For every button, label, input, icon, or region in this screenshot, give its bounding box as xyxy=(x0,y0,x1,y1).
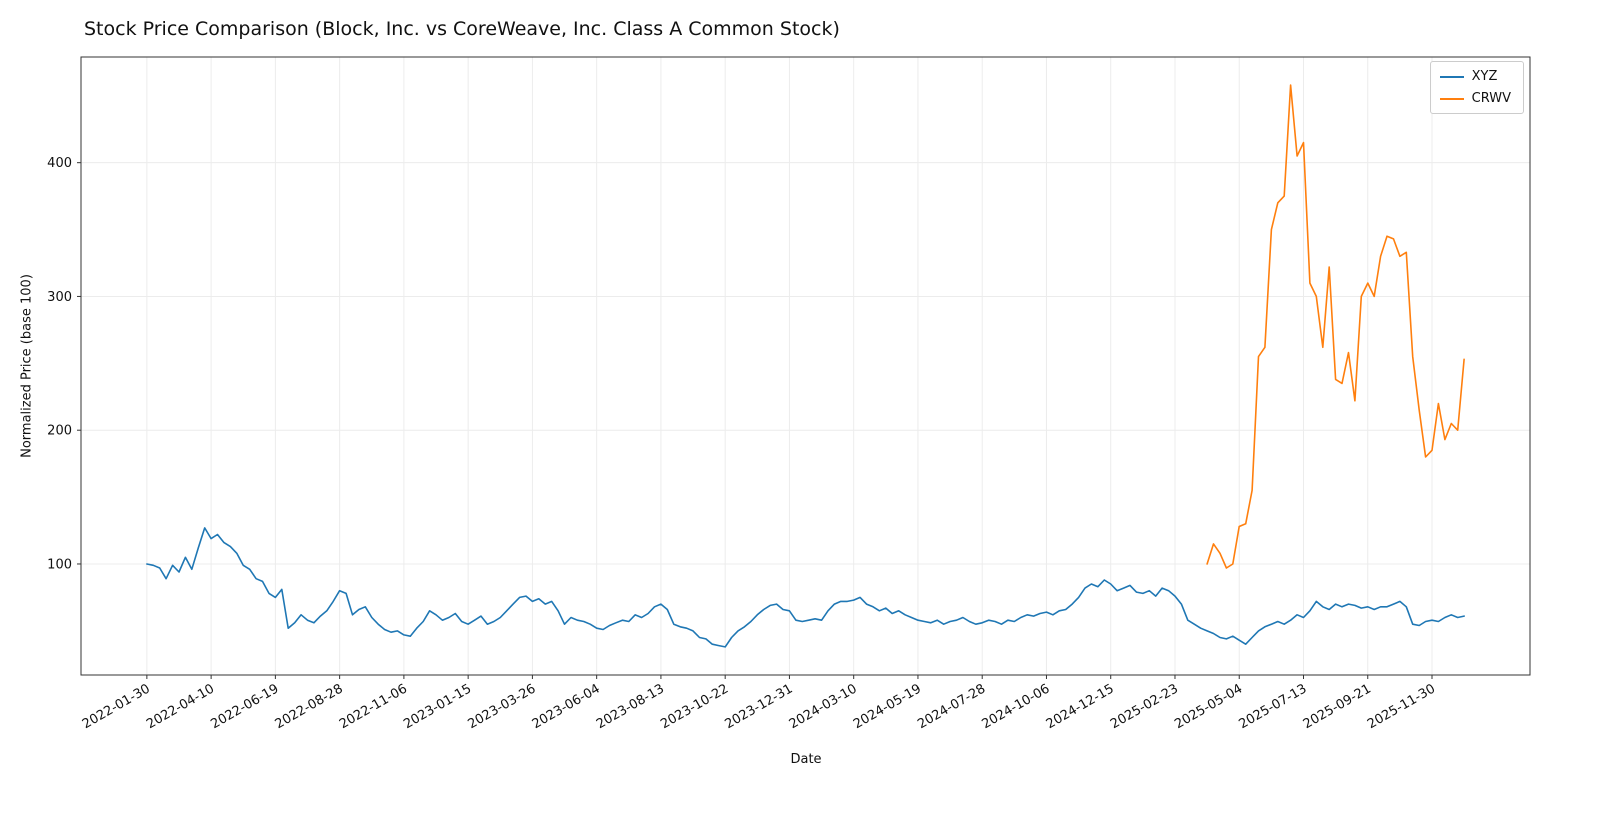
x-tick-label: 2023-06-04 xyxy=(530,681,603,732)
y-tick-label: 100 xyxy=(47,557,72,572)
x-tick-label: 2023-10-22 xyxy=(658,681,731,732)
x-axis-label: Date xyxy=(790,752,822,767)
x-tick-label: 2022-04-10 xyxy=(144,681,217,732)
x-tick-label: 2025-07-13 xyxy=(1237,681,1310,732)
y-tick-label: 200 xyxy=(47,424,72,439)
legend-entry-crwv: CRWV xyxy=(1439,91,1511,106)
legend-label: XYZ xyxy=(1471,69,1498,84)
y-tick-label: 300 xyxy=(47,290,72,305)
x-tick-label: 2024-12-15 xyxy=(1044,681,1117,732)
x-tick-label: 2023-08-13 xyxy=(594,681,667,732)
legend-line-sample xyxy=(1439,75,1464,78)
legend-label: CRWV xyxy=(1471,91,1511,106)
plot-frame xyxy=(80,56,1531,676)
series-line-crwv xyxy=(1206,84,1465,569)
x-tick-label: 2022-06-19 xyxy=(208,681,281,732)
x-tick-label: 2023-12-31 xyxy=(722,681,795,732)
legend-line-sample xyxy=(1439,97,1464,100)
x-tick-label: 2025-11-30 xyxy=(1365,681,1438,732)
x-tick-label: 2022-08-28 xyxy=(273,681,346,732)
x-tick-label: 2024-07-28 xyxy=(915,681,988,732)
x-tick-label: 2025-02-23 xyxy=(1108,681,1181,732)
x-tick-label: 2024-10-06 xyxy=(980,681,1053,732)
x-tick-label: 2024-03-10 xyxy=(787,681,860,732)
x-tick-label: 2022-11-06 xyxy=(337,681,410,732)
x-tick-label: 2023-03-26 xyxy=(465,681,538,732)
x-tick-label: 2025-09-21 xyxy=(1301,681,1374,732)
x-tick-label: 2022-01-30 xyxy=(80,681,153,732)
legend-entry-xyz: XYZ xyxy=(1439,69,1511,84)
x-tick-label: 2024-05-19 xyxy=(851,681,924,732)
chart-title: Stock Price Comparison (Block, Inc. vs C… xyxy=(84,18,840,40)
legend: XYZ CRWV xyxy=(1429,61,1524,114)
series-line-xyz xyxy=(146,527,1465,648)
x-tick-label: 2023-01-15 xyxy=(401,681,474,732)
x-tick-label: 2025-05-04 xyxy=(1172,681,1245,732)
y-tick-label: 400 xyxy=(47,156,72,171)
